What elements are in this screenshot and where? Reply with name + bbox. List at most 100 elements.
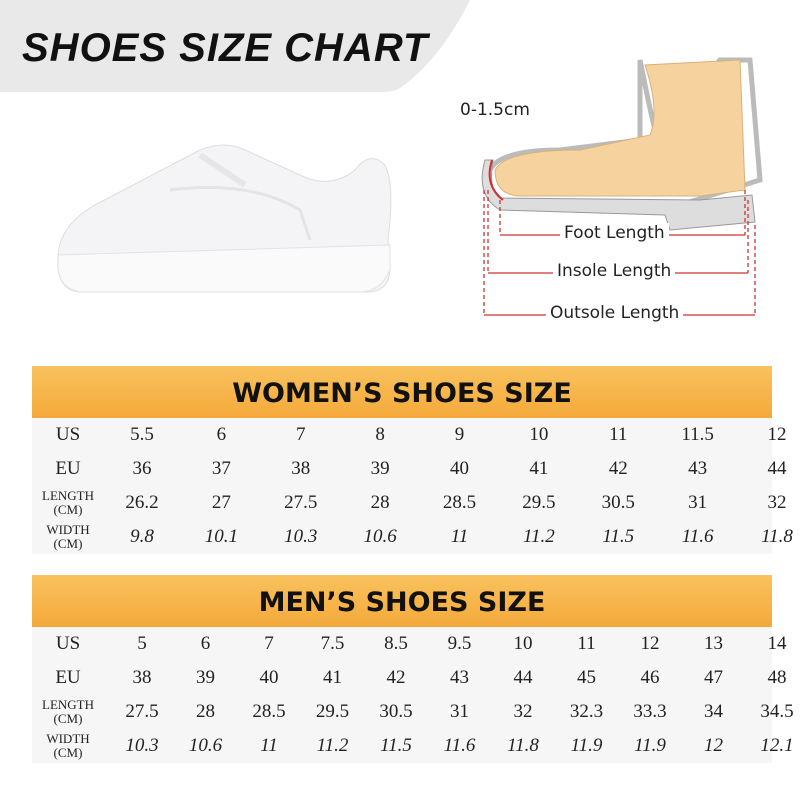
cell: 11.9 (634, 735, 666, 756)
cell: 5 (137, 633, 147, 654)
cell: 38 (291, 458, 311, 479)
cell: 11 (577, 633, 596, 654)
cell: 10.6 (188, 735, 223, 756)
cell: 27.5 (284, 492, 318, 513)
row-label: EU (32, 458, 104, 479)
cell: 41 (323, 667, 342, 688)
cell: 11.6 (681, 526, 714, 547)
cell: 12 (640, 633, 660, 654)
cell: 11.2 (522, 526, 555, 547)
cell: 12 (704, 735, 723, 756)
cell: 9.5 (447, 633, 472, 654)
cell: 11.2 (316, 735, 349, 756)
cell: 46 (640, 667, 660, 688)
cell: 40 (259, 667, 279, 688)
cell: 45 (577, 667, 596, 688)
cell: 36 (132, 458, 152, 479)
cell: 10 (529, 424, 549, 445)
cell: 11.6 (443, 735, 476, 756)
cell: 34 (704, 701, 723, 722)
cell: 7 (264, 633, 274, 654)
cell: 11 (450, 526, 469, 547)
cell: 44 (767, 458, 787, 479)
cell: 7 (296, 424, 306, 445)
cell: 44 (513, 667, 533, 688)
cell: 28 (370, 492, 390, 513)
cell: 11.5 (681, 424, 714, 445)
cell: 6 (200, 633, 211, 654)
row-label-line: LENGTH (42, 697, 94, 712)
row-label-line: EU (55, 458, 81, 479)
cell: 11.8 (507, 735, 539, 756)
cell: 28.5 (252, 701, 286, 722)
cell: 11 (260, 735, 278, 756)
cell: 10.6 (363, 526, 397, 547)
row-label-line: (CM) (53, 745, 83, 760)
cell: 32 (513, 701, 533, 722)
table-header: MEN’S SHOES SIZE (32, 575, 772, 627)
cell: 48 (767, 667, 787, 688)
row-label-line: WIDTH (46, 731, 90, 746)
cell: 34.5 (760, 701, 794, 722)
cell: 8 (375, 424, 385, 445)
row-label: LENGTH (CM) (32, 489, 104, 517)
cell: 29.5 (315, 701, 350, 722)
cell: 29.5 (522, 492, 556, 513)
cell: 31 (450, 701, 469, 722)
cell: 11.9 (570, 735, 603, 756)
cell: 42 (608, 458, 628, 479)
cell: 33.3 (633, 701, 667, 722)
cell: 39 (196, 667, 215, 688)
cell: 28 (196, 701, 215, 722)
row-label-line: (CM) (53, 711, 83, 726)
cell: 37 (211, 458, 231, 479)
row-label: WIDTH (CM) (32, 732, 104, 760)
row-label: WIDTH (CM) (32, 523, 104, 551)
cell: 30.5 (601, 492, 635, 513)
cell: 26.2 (125, 492, 159, 513)
foot-length-label: Foot Length (560, 223, 669, 243)
table-body: US 5 6 7 7.5 8.5 9.5 10 11 12 13 14 EU 38 39 40 41 42 43 44… (32, 627, 794, 763)
cell: 10.3 (125, 735, 159, 756)
row-label-line: (CM) (53, 536, 83, 551)
row-label-line: US (55, 424, 81, 445)
cell: 10.1 (204, 526, 238, 547)
cell: 39 (370, 458, 390, 479)
table-body: US 5.5 6 7 8 9 10 11 11.5 12 EU 36 37 38 39 40 41 42 43 44 L… (32, 418, 793, 554)
cell: 7.5 (320, 633, 345, 654)
cell: 9 (454, 424, 465, 445)
cell: 11 (609, 424, 628, 445)
cell: 12 (767, 424, 787, 445)
cell: 40 (450, 458, 469, 479)
cell: 27.5 (125, 701, 159, 722)
table-header: WOMEN’S SHOES SIZE (32, 366, 772, 418)
cell: 43 (688, 458, 708, 479)
cell: 42 (386, 667, 406, 688)
row-label-line: US (55, 633, 81, 654)
cell: 38 (132, 667, 152, 688)
row-label-line: (CM) (53, 502, 83, 517)
insole-length-label: Insole Length (553, 261, 676, 281)
cell: 27 (211, 492, 231, 513)
row-label-line: LENGTH (42, 488, 94, 503)
cell: 43 (450, 667, 469, 688)
cell: 11.5 (380, 735, 412, 756)
title: SHOES SIZE CHART (22, 26, 429, 70)
cell: 11.8 (761, 526, 793, 547)
cell: 11.5 (602, 526, 635, 547)
gap-label: 0-1.5cm (456, 100, 534, 120)
outsole-length-label: Outsole Length (546, 303, 684, 323)
row-label: US (32, 424, 104, 445)
cell: 5.5 (130, 424, 154, 445)
cell: 31 (688, 492, 708, 513)
row-label: US (32, 633, 104, 654)
cell: 9.8 (130, 526, 154, 547)
illustration (0, 0, 763, 316)
cell: 32 (767, 492, 787, 513)
cell: 12.1 (760, 735, 794, 756)
cell: 10.3 (284, 526, 318, 547)
cell: 47 (704, 667, 723, 688)
cell: 41 (529, 458, 549, 479)
cell: 13 (704, 633, 723, 654)
